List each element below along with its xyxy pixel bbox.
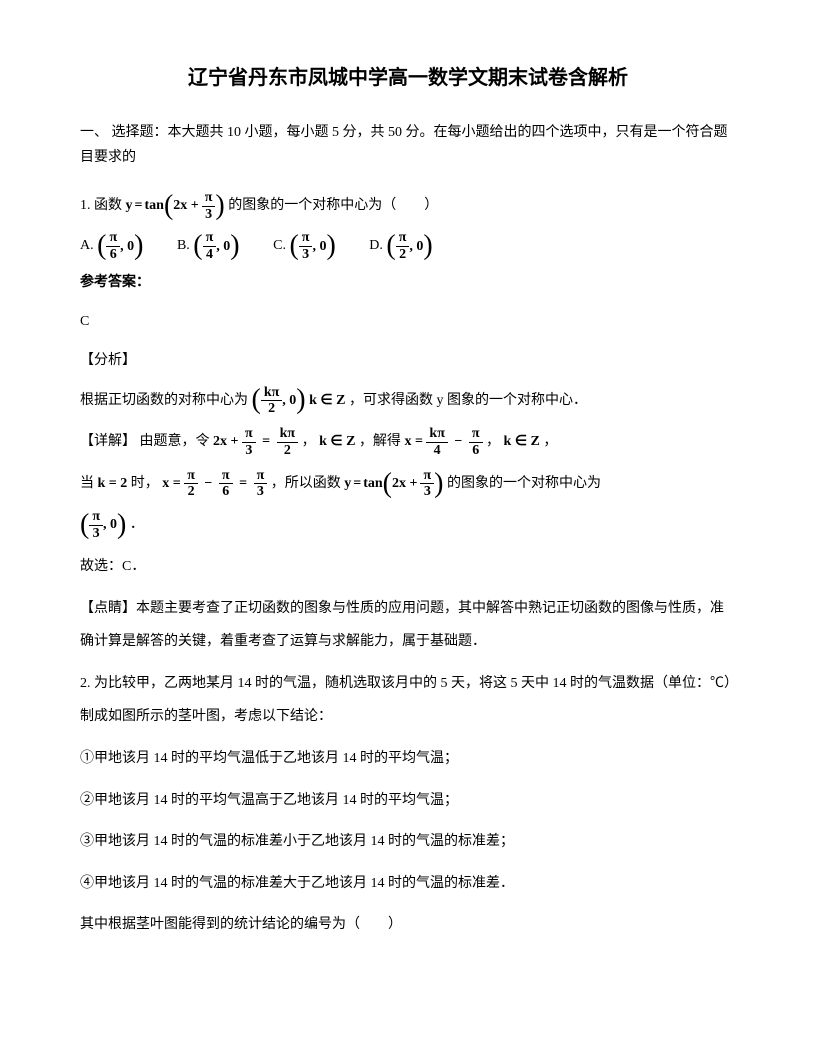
q2-conclusion: 其中根据茎叶图能得到的统计结论的编号为（ ）	[80, 908, 736, 942]
option-d: D. ( π2 , 0 )	[369, 230, 432, 262]
q2-item2: ②甲地该月 14 时的平均气温高于乙地该月 14 时的平均气温；	[80, 784, 736, 818]
answer-label: 参考答案：	[80, 270, 736, 295]
answer-c: C	[80, 309, 736, 334]
comment: 【点睛】本题主要考查了正切函数的图象与性质的应用问题，其中解答中熟记正切函数的图…	[80, 592, 736, 659]
q2-item1: ①甲地该月 14 时的平均气温低于乙地该月 14 时的平均气温；	[80, 742, 736, 776]
q1-number: 1.	[80, 198, 91, 213]
section-header: 一、 选择题：本大题共 10 小题，每小题 5 分，共 50 分。在每小题给出的…	[80, 120, 736, 170]
q2-item3: ③甲地该月 14 时的气温的标准差小于乙地该月 14 时的气温的标准差；	[80, 825, 736, 859]
option-c: C. ( π3 , 0 )	[273, 230, 336, 262]
analysis-label: 【分析】	[80, 348, 736, 373]
option-b: B. ( π4 , 0 )	[177, 230, 240, 262]
detail-line1: 【详解】 由题意，令 2x + π3 = kπ2 ， k ∈ Z ，解得 x =…	[80, 425, 736, 459]
q1-prefix: 函数	[94, 198, 122, 213]
detail-line3: ( π3 , 0 ) ．	[80, 508, 736, 542]
analysis-line1: 根据正切函数的对称中心为 ( kπ2 , 0 ) k ∈ Z ，可求得函数 y …	[80, 384, 736, 418]
page-title: 辽宁省丹东市凤城中学高一数学文期末试卷含解析	[80, 60, 736, 96]
question-1: 1. 函数 y = tan ( 2x + π 3 ) 的图象的一个对称中心为（ …	[80, 190, 736, 222]
conclusion: 故选：C．	[80, 550, 736, 584]
q1-suffix: 的图象的一个对称中心为（ ）	[228, 198, 438, 213]
question-2: 2. 为比较甲，乙两地某月 14 时的气温，随机选取该月中的 5 天，将这 5 …	[80, 667, 736, 734]
q1-formula: y = tan ( 2x + π 3 )	[126, 190, 225, 222]
q2-item4: ④甲地该月 14 时的气温的标准差大于乙地该月 14 时的气温的标准差．	[80, 867, 736, 901]
option-a: A. ( π6 , 0 )	[80, 230, 143, 262]
detail-line2: 当 k = 2 时， x = π2 − π6 = π3 ，所以函数 y = ta…	[80, 467, 736, 501]
q1-options: A. ( π6 , 0 ) B. ( π4 , 0 ) C. ( π3 , 0 …	[80, 230, 736, 262]
